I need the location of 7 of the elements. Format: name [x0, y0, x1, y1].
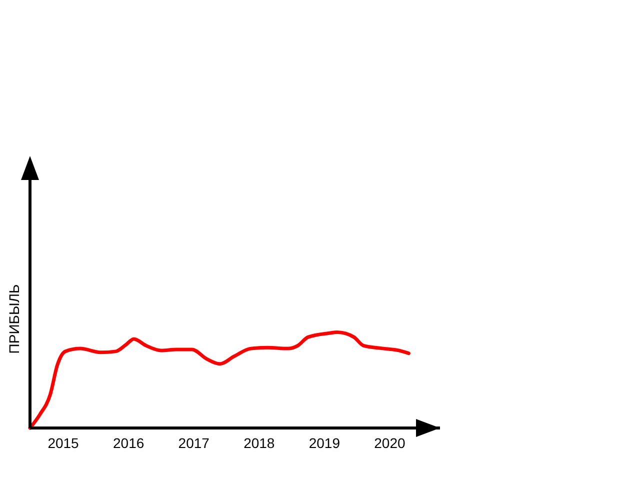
x-tick-label: 2016	[113, 435, 144, 451]
x-tick-label: 2019	[308, 435, 340, 451]
y-axis-title: ПРИБЫЛЬ	[6, 284, 22, 354]
x-tick-label: 2017	[178, 435, 210, 451]
x-tick-label: 2015	[48, 435, 80, 451]
x-tick-label: 2020	[374, 435, 406, 451]
x-tick-label: 2018	[244, 435, 275, 451]
